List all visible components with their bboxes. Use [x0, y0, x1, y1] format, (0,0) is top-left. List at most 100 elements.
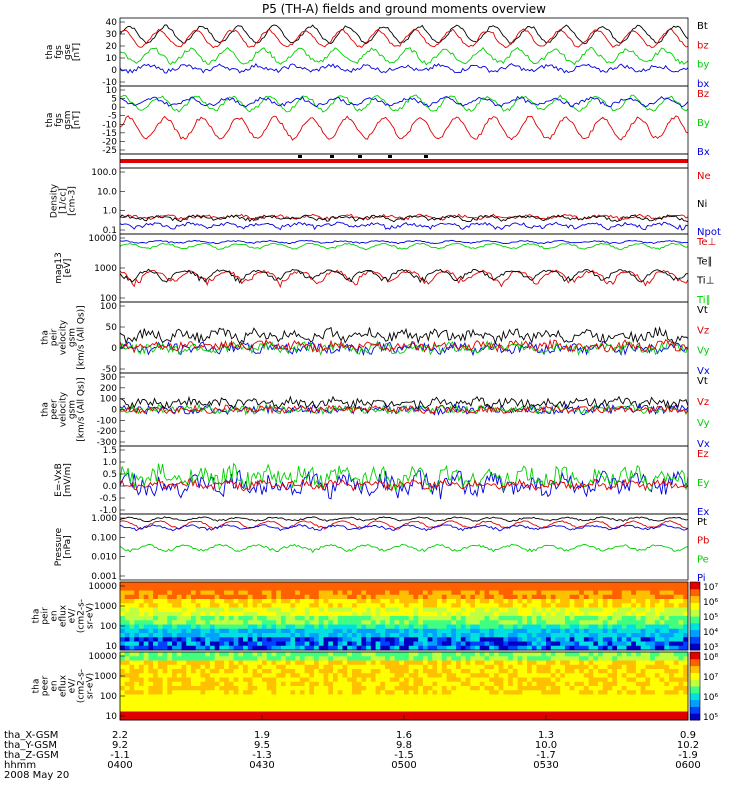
spectrogram-cell: [598, 582, 604, 587]
spectrogram-cell: [266, 664, 272, 670]
spectrogram-cell: [560, 703, 566, 708]
spectrogram-cell: [437, 624, 443, 630]
spectrogram-cell: [385, 698, 391, 704]
y-tick-label: 100: [100, 692, 117, 702]
spectrogram-cell: [493, 711, 500, 717]
spectrogram-cell: [479, 616, 485, 621]
spectrogram-cell: [309, 633, 315, 638]
spectrogram-cell: [195, 656, 201, 661]
spectrogram-cell: [404, 656, 410, 661]
spectrogram-cell: [157, 590, 164, 596]
spectrogram-cell: [527, 677, 533, 683]
spectrogram-cell: [347, 637, 353, 642]
spectrogram-cell: [389, 669, 396, 674]
spectrogram-cell: [598, 681, 604, 687]
spectrogram-cell: [233, 677, 239, 683]
spectrogram-cell: [593, 641, 599, 647]
spectrogram-cell: [489, 681, 495, 687]
spectrogram-cell: [314, 690, 320, 695]
spectrogram-cell: [626, 664, 632, 670]
spectrogram-cell: [209, 707, 216, 712]
spectrogram-cell: [167, 707, 173, 712]
spectrogram-cell: [153, 694, 159, 700]
spectrogram-cell: [153, 616, 159, 621]
spectrogram-cell: [285, 620, 291, 625]
spectrogram-cell: [617, 586, 623, 591]
spectrogram-cell: [276, 703, 282, 708]
spectrogram-cell: [479, 703, 485, 708]
spectrogram-cell: [304, 611, 310, 617]
spectrogram-cell: [172, 656, 178, 661]
spectrogram-cell: [347, 594, 353, 600]
spectrogram-cell: [484, 603, 490, 608]
spectrogram-cell: [351, 599, 358, 604]
spectrogram-cell: [579, 616, 585, 621]
spectrogram-cell: [134, 715, 140, 721]
spectrogram-cell: [541, 673, 547, 678]
spectrogram-cell: [120, 582, 126, 587]
spectrogram-cell: [536, 694, 542, 700]
y-tick-label: -25: [102, 146, 117, 156]
spectrogram-cell: [475, 694, 481, 700]
spectrogram-cell: [389, 703, 396, 708]
spectrogram-cell: [389, 599, 396, 604]
spectrogram-cell: [579, 664, 585, 670]
spectrogram-cell: [148, 664, 154, 670]
spectrogram-cell: [555, 599, 561, 604]
spectrogram-cell: [181, 694, 187, 700]
spectrogram-cell: [247, 715, 254, 721]
series-line-Ti⊥: [119, 239, 688, 245]
spectrogram-cell: [280, 664, 287, 670]
spectrogram-cell: [347, 628, 353, 634]
spectrogram-cell: [422, 645, 429, 651]
spectrogram-cell: [437, 620, 443, 625]
spectrogram-cell: [493, 660, 500, 666]
spectrogram-cell: [134, 611, 140, 617]
spectrogram-cell: [233, 590, 239, 596]
spectrogram-cell: [323, 641, 329, 647]
spectrogram-cell: [295, 715, 301, 721]
mode-bar: [120, 159, 688, 163]
spectrogram-cell: [200, 607, 206, 613]
spectrogram-cell: [475, 707, 481, 712]
spectrogram-cell: [598, 711, 604, 717]
spectrogram-cell: [621, 677, 627, 683]
spectrogram-cell: [650, 620, 656, 625]
spectrogram-cell: [148, 641, 154, 647]
spectrogram-cell: [451, 611, 457, 617]
spectrogram-cell: [522, 637, 528, 642]
spectrogram-cell: [399, 641, 405, 647]
spectrogram-cell: [489, 656, 495, 661]
spectrogram-cell: [167, 690, 173, 695]
spectrogram-cell: [678, 690, 684, 695]
spectrogram-cell: [408, 637, 414, 642]
spectrogram-cell: [370, 698, 377, 704]
spectrogram-cell: [498, 673, 504, 678]
spectrogram-cell: [659, 715, 665, 721]
spectrogram-cell: [333, 611, 339, 617]
spectrogram-cell: [304, 586, 310, 591]
spectrogram-cell: [257, 641, 263, 647]
spectrogram-cell: [564, 633, 571, 638]
spectrogram-cell: [522, 711, 528, 717]
spectrogram-cell: [257, 703, 263, 708]
spectrogram-cell: [404, 628, 410, 634]
spectrogram-cell: [536, 703, 542, 708]
spectrogram-cell: [479, 698, 485, 704]
spectrogram-cell: [432, 694, 438, 700]
spectrogram-cell: [569, 690, 575, 695]
spectrogram-cell: [531, 669, 538, 674]
spectrogram-cell: [475, 686, 481, 691]
spectrogram-cell: [564, 594, 571, 600]
spectrogram-cell: [186, 582, 192, 587]
spectrogram-cell: [233, 582, 239, 587]
spectrogram-cell: [323, 707, 329, 712]
spectrogram-cell: [583, 590, 590, 596]
spectrogram-cell: [560, 660, 566, 666]
spectrogram-cell: [314, 620, 320, 625]
spectrogram-cell: [645, 641, 651, 647]
spectrogram-cell: [347, 607, 353, 613]
spectrogram-cell: [389, 603, 396, 608]
spectrogram-cell: [460, 664, 467, 670]
spectrogram-cell: [124, 633, 130, 638]
